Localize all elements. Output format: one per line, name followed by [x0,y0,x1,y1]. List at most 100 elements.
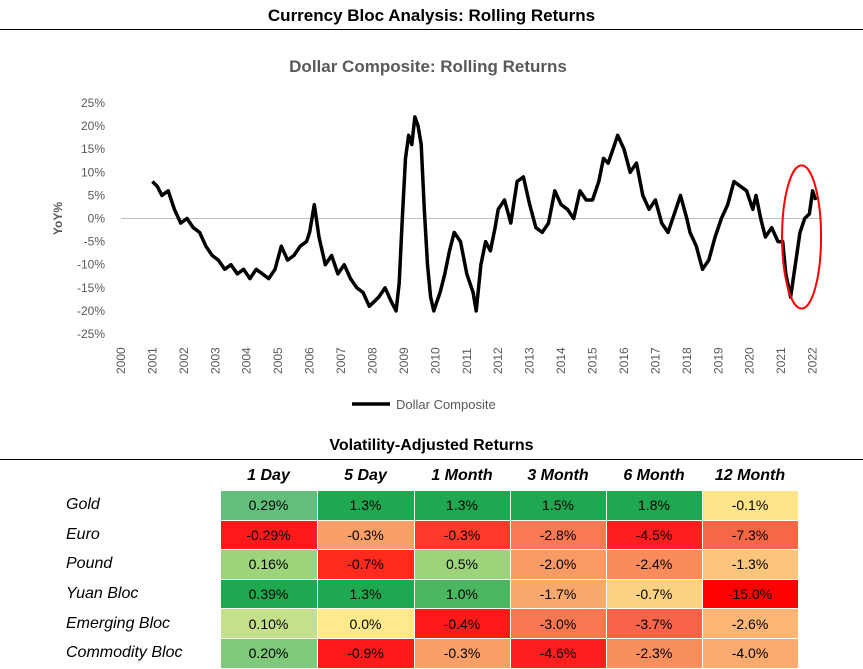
row-label: Pound [66,555,113,573]
table-row: Yuan Bloc 0.39% 1.3% 1.0% -1.7% -0.7% -15.0% [58,578,799,610]
table-cell: -4.0% [701,637,799,669]
y-tick-label: -10% [77,258,105,272]
table-cell: -0.1% [701,490,799,521]
table-cell: -4.5% [605,519,703,551]
table-cell: -2.0% [509,549,607,580]
table-cell: -15.0% [701,578,799,610]
x-tick-label: 2003 [208,347,222,374]
table-cell: -0.7% [605,578,703,610]
table-cell: -7.3% [701,519,799,551]
volatility-table: 1 Day 5 Day 1 Month 3 Month 6 Month 12 M… [58,462,799,669]
table-cell: -1.7% [509,578,607,610]
table-divider [0,459,863,460]
rolling-returns-chart: Dollar Composite: Rolling Returns -25%-2… [51,57,823,412]
title-divider [0,29,863,30]
y-tick-label: 10% [81,165,105,179]
y-tick-label: 15% [81,142,105,156]
x-tick-label: 2004 [240,347,254,374]
x-tick-label: 2015 [586,347,600,374]
x-tick-label: 2007 [334,347,348,374]
table-cell: 0.5% [413,549,511,580]
table-cell: -2.8% [509,519,607,551]
row-label: Euro [66,525,100,543]
table-cell: 0.39% [219,578,318,610]
table-row: Pound 0.16% -0.7% 0.5% -2.0% -2.4% -1.3% [58,549,799,580]
table-cell: 0.16% [219,549,318,580]
table-cell: -0.4% [413,608,511,639]
table-cell: 1.3% [413,490,511,521]
table-cell: -0.3% [316,519,415,551]
y-tick-label: 5% [88,188,106,202]
column-header: 1 Month [431,467,493,484]
table-cell: 1.0% [413,578,511,610]
table-cell: -4.6% [509,637,607,669]
table-cell: -0.7% [316,549,415,580]
row-label: Yuan Bloc [66,585,139,603]
table-row: Gold 0.29% 1.3% 1.3% 1.5% 1.8% -0.1% [58,490,799,521]
x-tick-label: 2011 [460,348,474,374]
highlight-ellipse [781,164,823,310]
table-cell: 0.0% [316,608,415,639]
table-cell: -2.3% [605,637,703,669]
chart-title: Dollar Composite: Rolling Returns [289,57,567,76]
column-header: 6 Month [623,467,685,484]
x-tick-label: 2022 [806,347,820,374]
page-title: Currency Bloc Analysis: Rolling Returns [267,6,596,25]
x-tick-label: 2019 [711,347,725,374]
table-cell: 0.29% [219,490,318,521]
x-tick-label: 2005 [271,347,285,374]
y-tick-label: -5% [84,235,106,249]
x-tick-label: 2008 [365,347,379,374]
x-tick-label: 2010 [428,347,442,374]
table-cell: -3.7% [605,608,703,639]
y-tick-label: 20% [81,119,105,133]
table-cell: 1.3% [316,578,415,610]
x-tick-label: 2012 [491,347,505,374]
x-tick-label: 2001 [145,347,159,374]
y-axis-label: YoY% [51,202,65,235]
y-tick-label: 25% [81,96,105,110]
table-cell: -2.4% [605,549,703,580]
column-header: 5 Day [344,467,387,484]
row-label: Gold [66,496,100,514]
x-tick-label: 2018 [680,347,694,374]
y-axis-ticks: -25% -20% -15% -10% -5% 0% 5% 10% 15% 20% 25% [77,96,105,341]
x-tick-label: 2017 [648,347,662,374]
x-tick-label: 2016 [617,347,631,374]
series-line-dollar-composite [151,115,818,313]
y-tick-label: 0% [88,212,106,226]
table-cell: -0.3% [413,519,511,551]
table-row: Commodity Bloc 0.20% -0.9% -0.3% -4.6% -2.3% -… [58,637,799,669]
x-tick-label: 2013 [523,347,537,374]
table-cell: -3.0% [509,608,607,639]
table-row: Emerging Bloc 0.10% 0.0% -0.4% -3.0% -3.7% -2.… [58,608,799,639]
table-cell: 1.5% [509,490,607,521]
x-tick-label: 2020 [743,347,757,374]
x-axis-ticks: 2000 2001 2002 2003 2004 2005 2006 2007 2008 2009… [114,347,820,374]
table-cell: -1.3% [701,549,799,580]
table-cell: 1.8% [605,490,703,521]
y-tick-label: -25% [77,327,105,341]
table-row: Euro -0.29% -0.3% -0.3% -2.8% -4.5% -7.3% [58,519,799,551]
x-tick-label: 2014 [554,347,568,374]
x-tick-label: 2000 [114,347,128,374]
table-title: Volatility-Adjusted Returns [329,437,534,454]
x-tick-label: 2006 [303,347,317,374]
legend-label: Dollar Composite [396,397,496,412]
x-tick-label: 2009 [397,347,411,374]
column-header: 1 Day [247,467,290,484]
table-cell: -2.6% [701,608,799,639]
row-label: Commodity Bloc [66,644,183,662]
x-tick-label: 2021 [774,347,788,374]
table-header-row: 1 Day 5 Day 1 Month 3 Month 6 Month 12 M… [58,462,798,491]
table-cell: -0.9% [316,637,415,669]
y-tick-label: -15% [77,281,105,295]
table-cell: -0.29% [219,519,318,551]
table-cell: 0.20% [219,637,318,669]
table-cell: -0.3% [413,637,511,669]
column-header: 3 Month [527,467,589,484]
x-tick-label: 2002 [177,347,191,374]
header-blank [58,462,220,491]
table-cell: 1.3% [316,490,415,521]
y-tick-label: -20% [77,304,105,318]
